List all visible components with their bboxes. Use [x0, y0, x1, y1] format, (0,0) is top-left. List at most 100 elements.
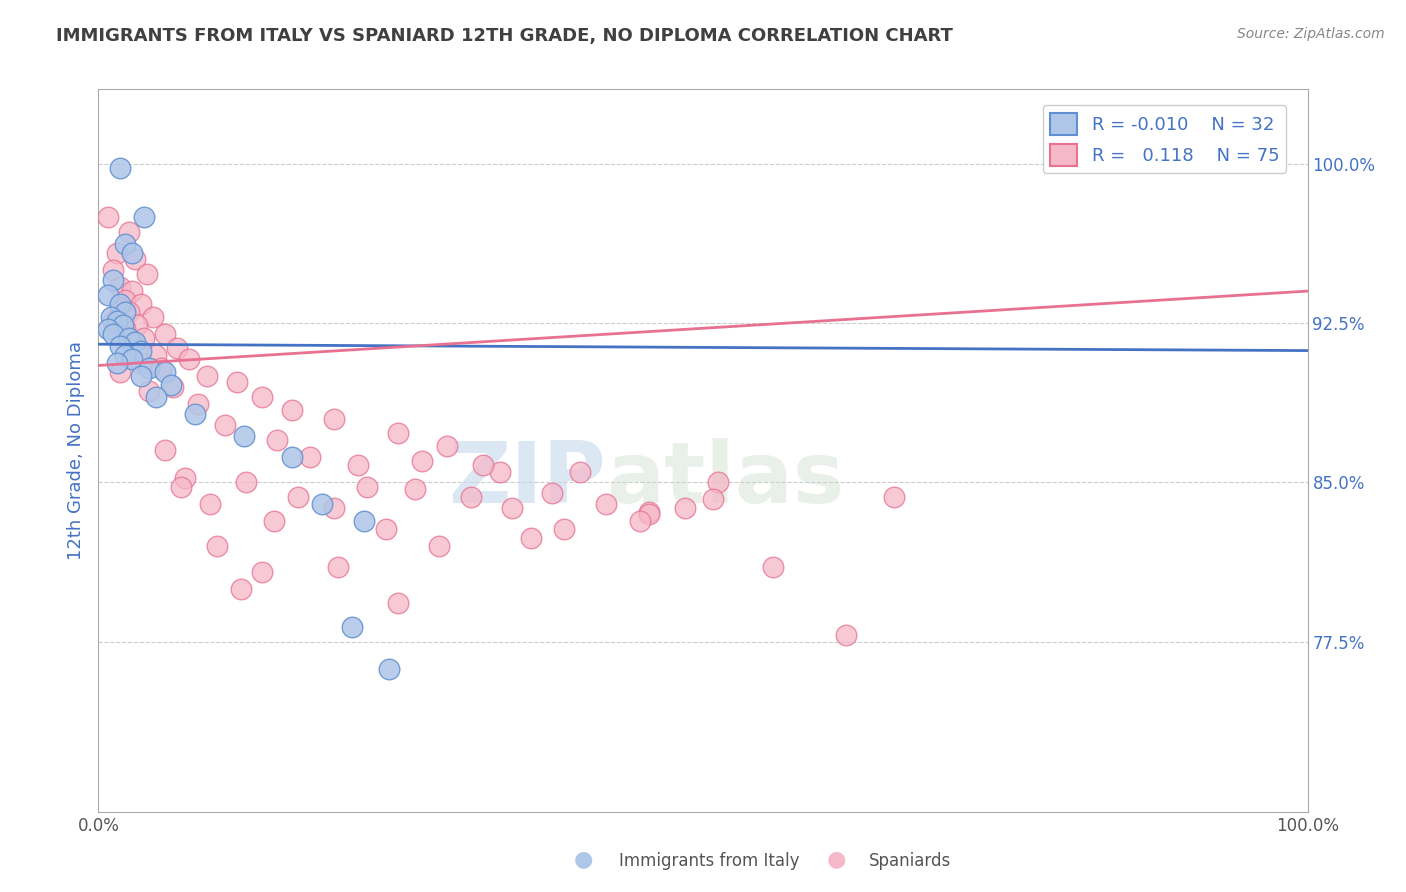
Text: ZIP: ZIP [449, 438, 606, 521]
Point [471, 458, 494, 473]
Text: Immigrants from Italy: Immigrants from Italy [619, 852, 799, 870]
Point [375, 522, 398, 536]
Point [762, 560, 785, 574]
Point [377, 662, 399, 676]
Point [834, 628, 856, 642]
Point [118, 225, 141, 239]
Point [97, 288, 120, 302]
Point [520, 531, 543, 545]
Point [108, 161, 131, 175]
Point [129, 297, 152, 311]
Point [299, 450, 322, 464]
Point [179, 352, 201, 367]
Point [138, 360, 160, 375]
Point [134, 210, 156, 224]
Point [121, 352, 143, 367]
Point [595, 497, 617, 511]
Point [198, 497, 221, 511]
Point [174, 471, 197, 485]
Point [195, 369, 218, 384]
Point [229, 582, 252, 596]
Point [311, 497, 333, 511]
Point [883, 490, 905, 504]
Text: atlas: atlas [606, 438, 845, 521]
Point [411, 454, 433, 468]
Point [404, 482, 426, 496]
Text: ●: ● [827, 850, 846, 870]
Point [637, 507, 659, 521]
Point [121, 334, 143, 349]
Point [166, 342, 188, 356]
Point [108, 339, 131, 353]
Point [673, 500, 696, 515]
Point [127, 318, 149, 332]
Point [97, 322, 120, 336]
Point [263, 514, 285, 528]
Point [153, 326, 176, 341]
Point [323, 500, 346, 515]
Text: Source: ZipAtlas.com: Source: ZipAtlas.com [1237, 27, 1385, 41]
Point [628, 514, 651, 528]
Point [105, 245, 128, 260]
Point [105, 314, 128, 328]
Point [135, 267, 157, 281]
Point [706, 475, 728, 490]
Point [108, 297, 131, 311]
Point [114, 293, 136, 307]
Point [121, 245, 143, 260]
Point [108, 280, 131, 294]
Point [429, 539, 451, 553]
Point [387, 426, 409, 441]
Point [702, 492, 724, 507]
Point [266, 433, 288, 447]
Y-axis label: 12th Grade, No Diploma: 12th Grade, No Diploma [66, 341, 84, 560]
Point [101, 262, 124, 277]
Point [387, 597, 409, 611]
Point [232, 428, 254, 442]
Point [129, 369, 152, 384]
Point [138, 384, 160, 398]
Point [118, 305, 141, 319]
Point [281, 403, 304, 417]
Point [342, 620, 364, 634]
Point [160, 377, 183, 392]
Point [101, 326, 124, 341]
Point [108, 365, 131, 379]
Point [114, 305, 136, 319]
Point [553, 522, 575, 536]
Point [153, 365, 176, 379]
Point [169, 479, 191, 493]
Point [129, 343, 152, 358]
Point [489, 465, 512, 479]
Point [214, 417, 236, 432]
Point [287, 490, 309, 504]
Point [111, 318, 134, 332]
Point [250, 565, 273, 579]
Point [142, 310, 165, 324]
Point [101, 314, 124, 328]
Point [323, 411, 346, 425]
Point [114, 237, 136, 252]
Legend: R = -0.010    N = 32, R =   0.118    N = 75: R = -0.010 N = 32, R = 0.118 N = 75 [1043, 105, 1286, 173]
Point [226, 376, 249, 390]
Point [124, 334, 146, 349]
Point [353, 514, 375, 528]
Point [436, 439, 458, 453]
Point [145, 390, 167, 404]
Point [100, 310, 122, 324]
Point [347, 458, 370, 473]
Point [105, 356, 128, 370]
Point [145, 348, 167, 362]
Point [205, 539, 228, 553]
Point [101, 273, 124, 287]
Text: ●: ● [574, 850, 593, 870]
Point [108, 301, 131, 315]
Point [356, 479, 378, 493]
Point [568, 465, 591, 479]
Text: IMMIGRANTS FROM ITALY VS SPANIARD 12TH GRADE, NO DIPLOMA CORRELATION CHART: IMMIGRANTS FROM ITALY VS SPANIARD 12TH G… [56, 27, 953, 45]
Point [153, 443, 176, 458]
Point [114, 348, 136, 362]
Point [118, 331, 141, 345]
Point [134, 331, 156, 345]
Point [187, 397, 209, 411]
